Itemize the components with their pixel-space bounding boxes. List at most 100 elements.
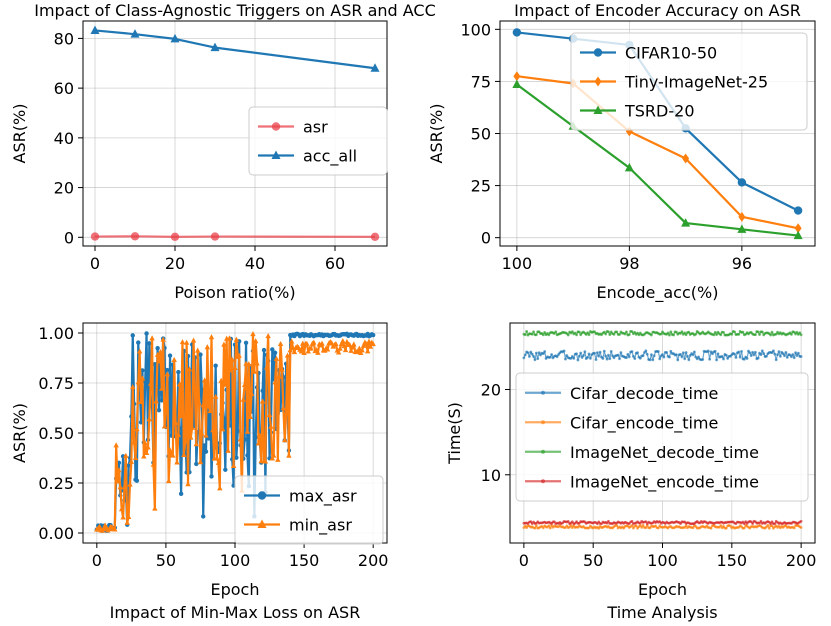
data-point (785, 356, 789, 359)
data-point (697, 355, 700, 359)
data-point (597, 526, 601, 530)
data-point (799, 333, 803, 337)
data-point (144, 331, 149, 336)
data-point (612, 356, 616, 360)
legend-swatch-marker (541, 390, 545, 395)
chart-p3: 0 50 100 150 200 0.00 0.25 0.50 0.75 1.00 max_asrm… (10, 322, 388, 622)
data-point (202, 443, 207, 448)
data-point (157, 349, 164, 355)
data-point (233, 336, 240, 342)
data-point (674, 353, 678, 357)
series-line (516, 83, 799, 237)
data-point (178, 491, 184, 497)
axes-frame (509, 322, 816, 544)
data-point (210, 42, 220, 52)
legend-swatch-marker (593, 105, 603, 114)
data-point (351, 341, 357, 347)
data-point (142, 440, 148, 446)
data-point (638, 356, 642, 360)
data-point (185, 481, 191, 487)
data-point (131, 439, 137, 445)
data-point (784, 524, 788, 527)
data-point (618, 357, 621, 361)
legend-swatch-marker (257, 519, 267, 528)
x-tick-label: 50 (583, 551, 603, 570)
data-point (650, 333, 653, 337)
data-point (543, 331, 547, 334)
data-point (570, 355, 574, 358)
data-point (740, 350, 743, 353)
data-point (681, 351, 685, 355)
data-point (170, 452, 176, 458)
data-point (121, 484, 128, 490)
data-point (152, 361, 158, 367)
x-tick-label: 0 (519, 551, 529, 570)
y-tick-label: 0 (481, 229, 491, 248)
data-point (737, 333, 741, 336)
data-point (161, 423, 168, 429)
data-point (634, 524, 638, 527)
chart-title: Impact of Encoder Accuracy on ASR (514, 1, 801, 20)
data-point (593, 330, 596, 334)
data-point (532, 355, 535, 358)
data-point (668, 333, 671, 337)
data-point (529, 520, 533, 524)
y-tick-label: 0.25 (38, 474, 74, 493)
data-point (522, 356, 526, 360)
data-point (616, 353, 620, 357)
data-point (123, 452, 129, 458)
data-point (537, 351, 541, 355)
data-point (790, 355, 793, 359)
data-point (644, 520, 648, 524)
data-point (229, 356, 235, 362)
data-point (512, 28, 522, 37)
data-point (595, 351, 599, 355)
data-point (774, 358, 778, 362)
data-point (769, 333, 773, 337)
data-point (214, 455, 220, 461)
data-point (554, 330, 558, 334)
y-tick-label: 100 (460, 20, 491, 39)
data-point (264, 364, 270, 370)
data-point (648, 358, 652, 362)
data-point (676, 358, 680, 362)
data-point (287, 347, 293, 353)
data-point (570, 526, 574, 529)
data-point (276, 373, 282, 379)
data-point (681, 218, 691, 227)
data-point (656, 526, 660, 530)
data-point (342, 347, 349, 353)
data-point (116, 467, 122, 473)
data-point (265, 333, 271, 339)
data-point (624, 162, 634, 172)
data-point (283, 410, 289, 416)
data-point (247, 413, 253, 420)
data-point (587, 352, 591, 356)
data-point (682, 153, 690, 164)
data-point (772, 349, 775, 353)
data-point (607, 330, 610, 334)
data-point (548, 355, 552, 359)
x-tick-label: 100 (502, 254, 533, 273)
data-point (333, 340, 339, 347)
data-point (136, 348, 143, 354)
data-point (341, 342, 347, 349)
y-tick-label: 50 (471, 125, 491, 144)
data-point (687, 358, 691, 362)
data-point (236, 352, 242, 358)
data-point (631, 526, 635, 530)
x-axis-label: Epoch (211, 580, 260, 599)
data-point (720, 355, 724, 358)
data-point (631, 354, 635, 358)
data-point (605, 357, 609, 361)
x-tick-label: 200 (786, 551, 817, 570)
axes-frame (499, 20, 816, 247)
data-point (163, 406, 169, 412)
chart-p2: 100 98 96 0 25 50 75 100 CIFAR10-50 Tiny-ImageNet… (427, 1, 816, 303)
y-tick-label: 10 (481, 466, 501, 485)
data-point (305, 348, 311, 354)
x-axis-label: Epoch (638, 580, 687, 599)
y-tick-label: 0.50 (38, 424, 74, 443)
data-point (751, 350, 755, 354)
data-point (234, 455, 239, 460)
